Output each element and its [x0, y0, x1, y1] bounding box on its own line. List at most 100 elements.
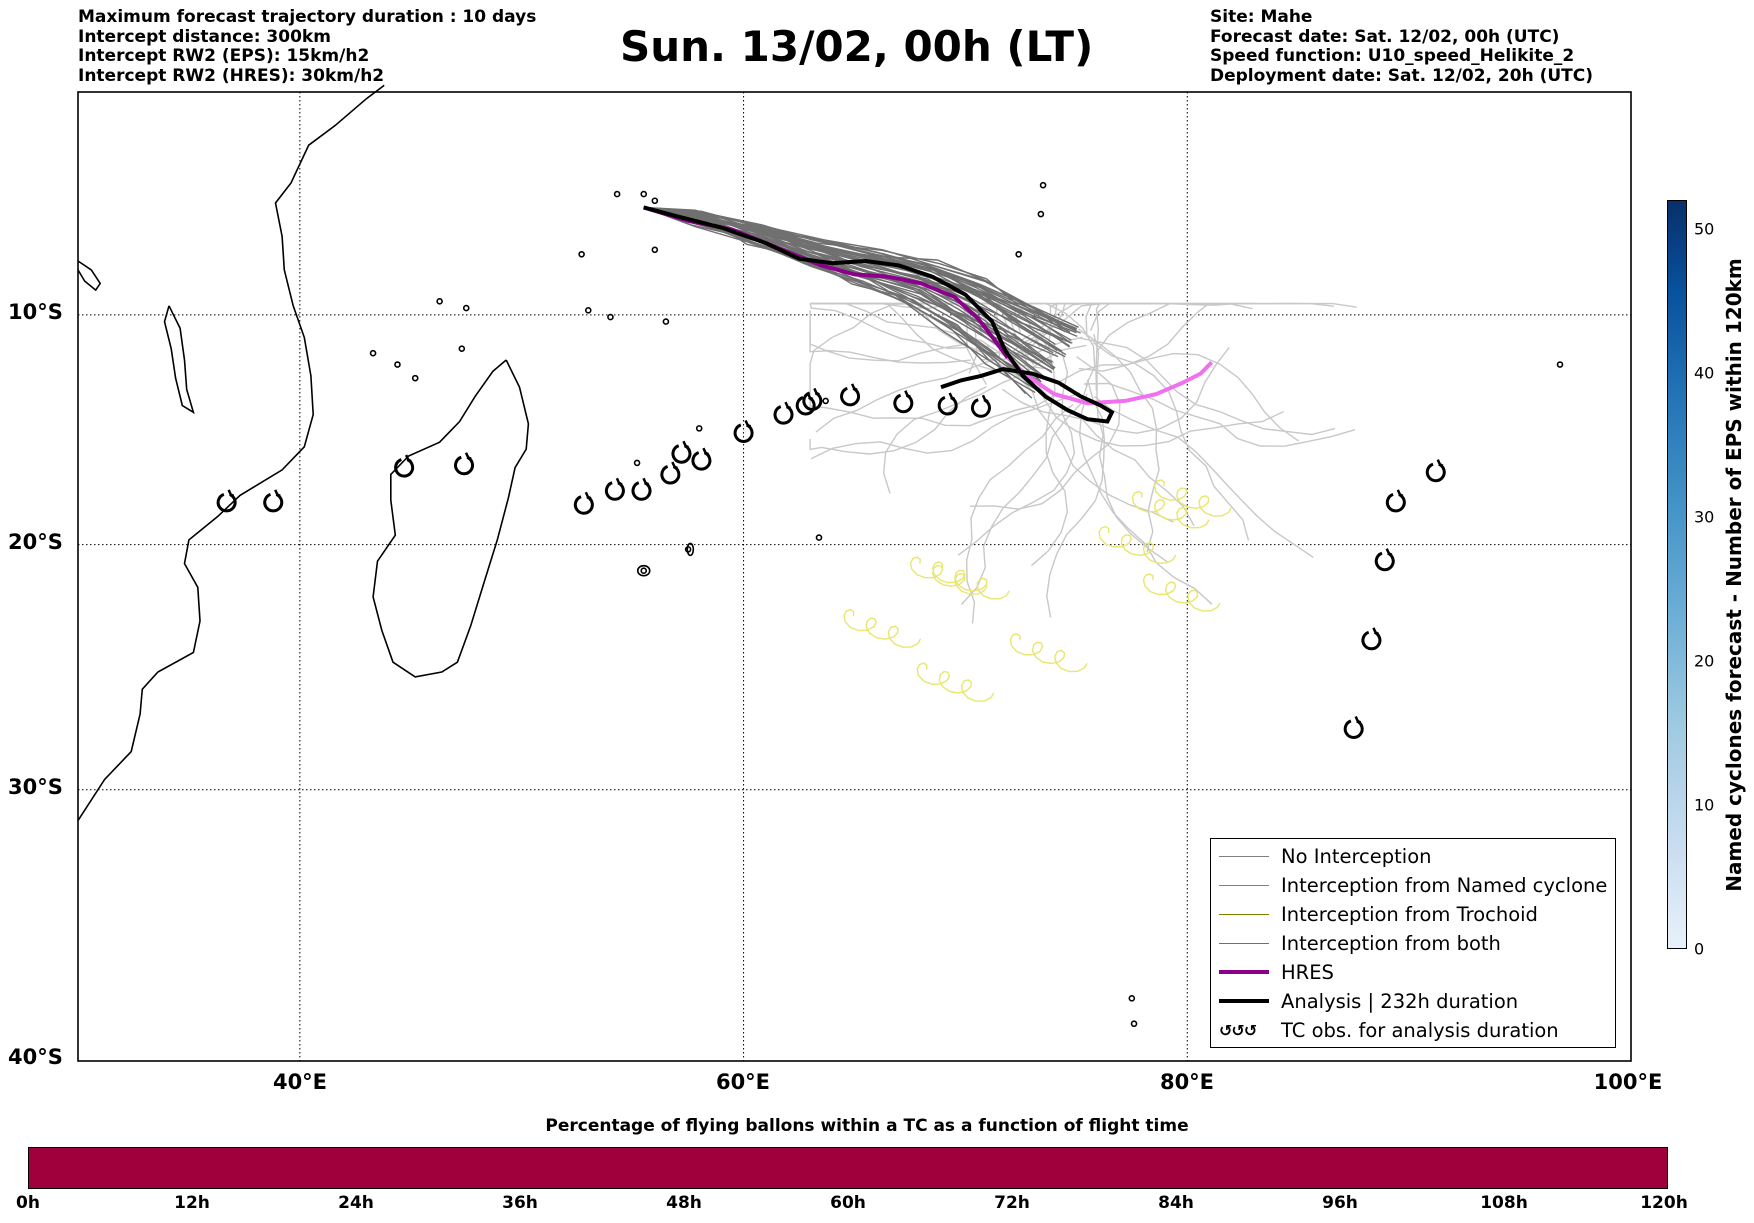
eps-track-early — [643, 206, 1055, 371]
tc-obs-symbol — [454, 452, 474, 476]
legend-swatch-both — [1219, 942, 1269, 944]
tc-obs-symbol — [773, 401, 794, 425]
btick-96h: 96h — [1322, 1193, 1358, 1213]
eps-track-late — [1030, 332, 1069, 567]
main-tracks — [643, 205, 1214, 424]
legend-label: Interception from both — [1281, 931, 1501, 955]
eps-track-late — [809, 321, 971, 364]
island-outline — [662, 318, 670, 325]
island-outline — [394, 361, 401, 368]
btick-48h: 48h — [666, 1193, 702, 1213]
eps-track-late — [1092, 342, 1250, 541]
header-info-left: Maximum forecast trajectory duration : 1… — [78, 7, 536, 86]
eps-track-late — [965, 403, 1074, 624]
tc-obs-symbol — [893, 390, 914, 414]
colorbar-flight-time — [28, 1147, 1668, 1189]
island-outline — [640, 567, 648, 574]
x-tick-40e: 40°E — [272, 1070, 328, 1094]
btick-60h: 60h — [830, 1193, 866, 1213]
eps-track-late — [1079, 337, 1336, 436]
tc-obs-arc — [1343, 719, 1364, 739]
tc-obs-symbol — [733, 419, 754, 443]
tc-obs-arc — [631, 481, 652, 501]
island-outline — [1037, 210, 1045, 218]
header-right-line-3: Speed function: U10_speed_Helikite_2 — [1210, 46, 1575, 66]
eps-track-late — [1083, 382, 1356, 447]
legend-label: Interception from Trochoid — [1281, 902, 1538, 926]
trochoid-tracks — [843, 479, 1232, 702]
btick-12h: 12h — [174, 1193, 210, 1213]
trochoid-track — [843, 608, 922, 648]
map-frame — [77, 91, 1632, 1062]
btick-84h: 84h — [1158, 1193, 1194, 1213]
island-outline — [640, 190, 648, 198]
island-outline — [633, 459, 641, 467]
eps-track-late — [1078, 393, 1213, 605]
header-left-line-4: Intercept RW2 (HRES): 30km/h2 — [78, 65, 385, 86]
island-outline — [651, 246, 659, 254]
tc-obs-symbol — [840, 383, 861, 407]
header-right-line-4: Deployment date: Sat. 12/02, 20h (UTC) — [1210, 65, 1594, 86]
tc-obs-arrow — [227, 489, 235, 498]
legend-swatch-analysis — [1219, 999, 1269, 1003]
tc-obs-icon: ↺↺↺ — [1219, 1020, 1257, 1040]
tc-obs-arrow — [671, 461, 678, 470]
tc-obs-arc — [573, 495, 594, 515]
tc-obs-symbol — [1343, 715, 1364, 739]
trochoid-track — [1009, 633, 1088, 673]
x-tick-60e: 60°E — [715, 1070, 771, 1094]
colorbar-named-cyclones — [1667, 200, 1687, 949]
header-right-line-2: Forecast date: Sat. 12/02, 00h (UTC) — [1210, 26, 1560, 47]
legend-label: Analysis | 232h duration — [1281, 989, 1519, 1013]
eps-track-late — [809, 385, 987, 455]
tc-obs-arc — [840, 386, 861, 407]
tc-obs-arc — [1425, 462, 1446, 483]
africa-coastline — [77, 84, 385, 822]
trochoid-track — [1153, 479, 1232, 517]
tc-obs-arrow — [702, 447, 709, 456]
trochoid-track — [1131, 490, 1210, 529]
tc-obs-symbol — [937, 392, 958, 416]
tc-obs-symbol — [394, 454, 415, 478]
madagascar-coastline — [372, 359, 530, 678]
tc-obs-arrow — [948, 392, 956, 401]
island-outline — [651, 197, 659, 205]
eps-track-late — [957, 352, 1076, 556]
eps-track-late — [1046, 379, 1106, 618]
tc-obs-symbol — [1425, 459, 1446, 483]
colorbar-right-label: Named cyclones forecast - Number of EPS … — [1722, 258, 1746, 892]
tc-obs-arc — [802, 391, 823, 411]
eps-track-late — [960, 383, 1089, 605]
hres-track-late — [1006, 356, 1214, 406]
y-tick-40s: 40°S — [8, 1045, 63, 1069]
map-title: Sun. 13/02, 00h (LT) — [620, 22, 1094, 71]
island-outline — [815, 534, 823, 541]
y-tick-30s: 30°S — [8, 775, 63, 799]
cbar-tick-40: 40 — [1694, 363, 1715, 383]
tc-obs-arrow — [813, 387, 820, 396]
legend-item-analysis: Analysis | 232h duration — [1219, 987, 1518, 1015]
cbar-tick-50: 50 — [1694, 219, 1715, 239]
tc-obs-symbol — [631, 477, 652, 501]
legend-swatch-named-cyclone — [1219, 884, 1269, 886]
eps-track-early — [643, 206, 1066, 333]
island-outline — [1556, 361, 1564, 368]
tc-obs-arrow — [784, 401, 792, 410]
eps-track-late — [985, 343, 1174, 523]
btick-108h: 108h — [1480, 1193, 1528, 1213]
island-outline — [458, 345, 466, 352]
y-tick-10s: 10°S — [8, 300, 63, 324]
cbar-tick-0: 0 — [1694, 939, 1705, 959]
tc-obs-arc — [937, 396, 958, 416]
tc-obs-arc — [671, 444, 692, 464]
graticule — [78, 92, 1631, 1061]
legend-swatch-trochoid — [1219, 913, 1269, 915]
tc-obs-arrow — [1396, 489, 1404, 498]
btick-0h: 0h — [16, 1193, 40, 1213]
eps-track-late — [809, 303, 973, 350]
island-outline — [578, 250, 585, 258]
tc-obs-symbol — [691, 447, 712, 471]
eps-track-late — [810, 302, 1005, 354]
island-outline — [369, 349, 377, 357]
